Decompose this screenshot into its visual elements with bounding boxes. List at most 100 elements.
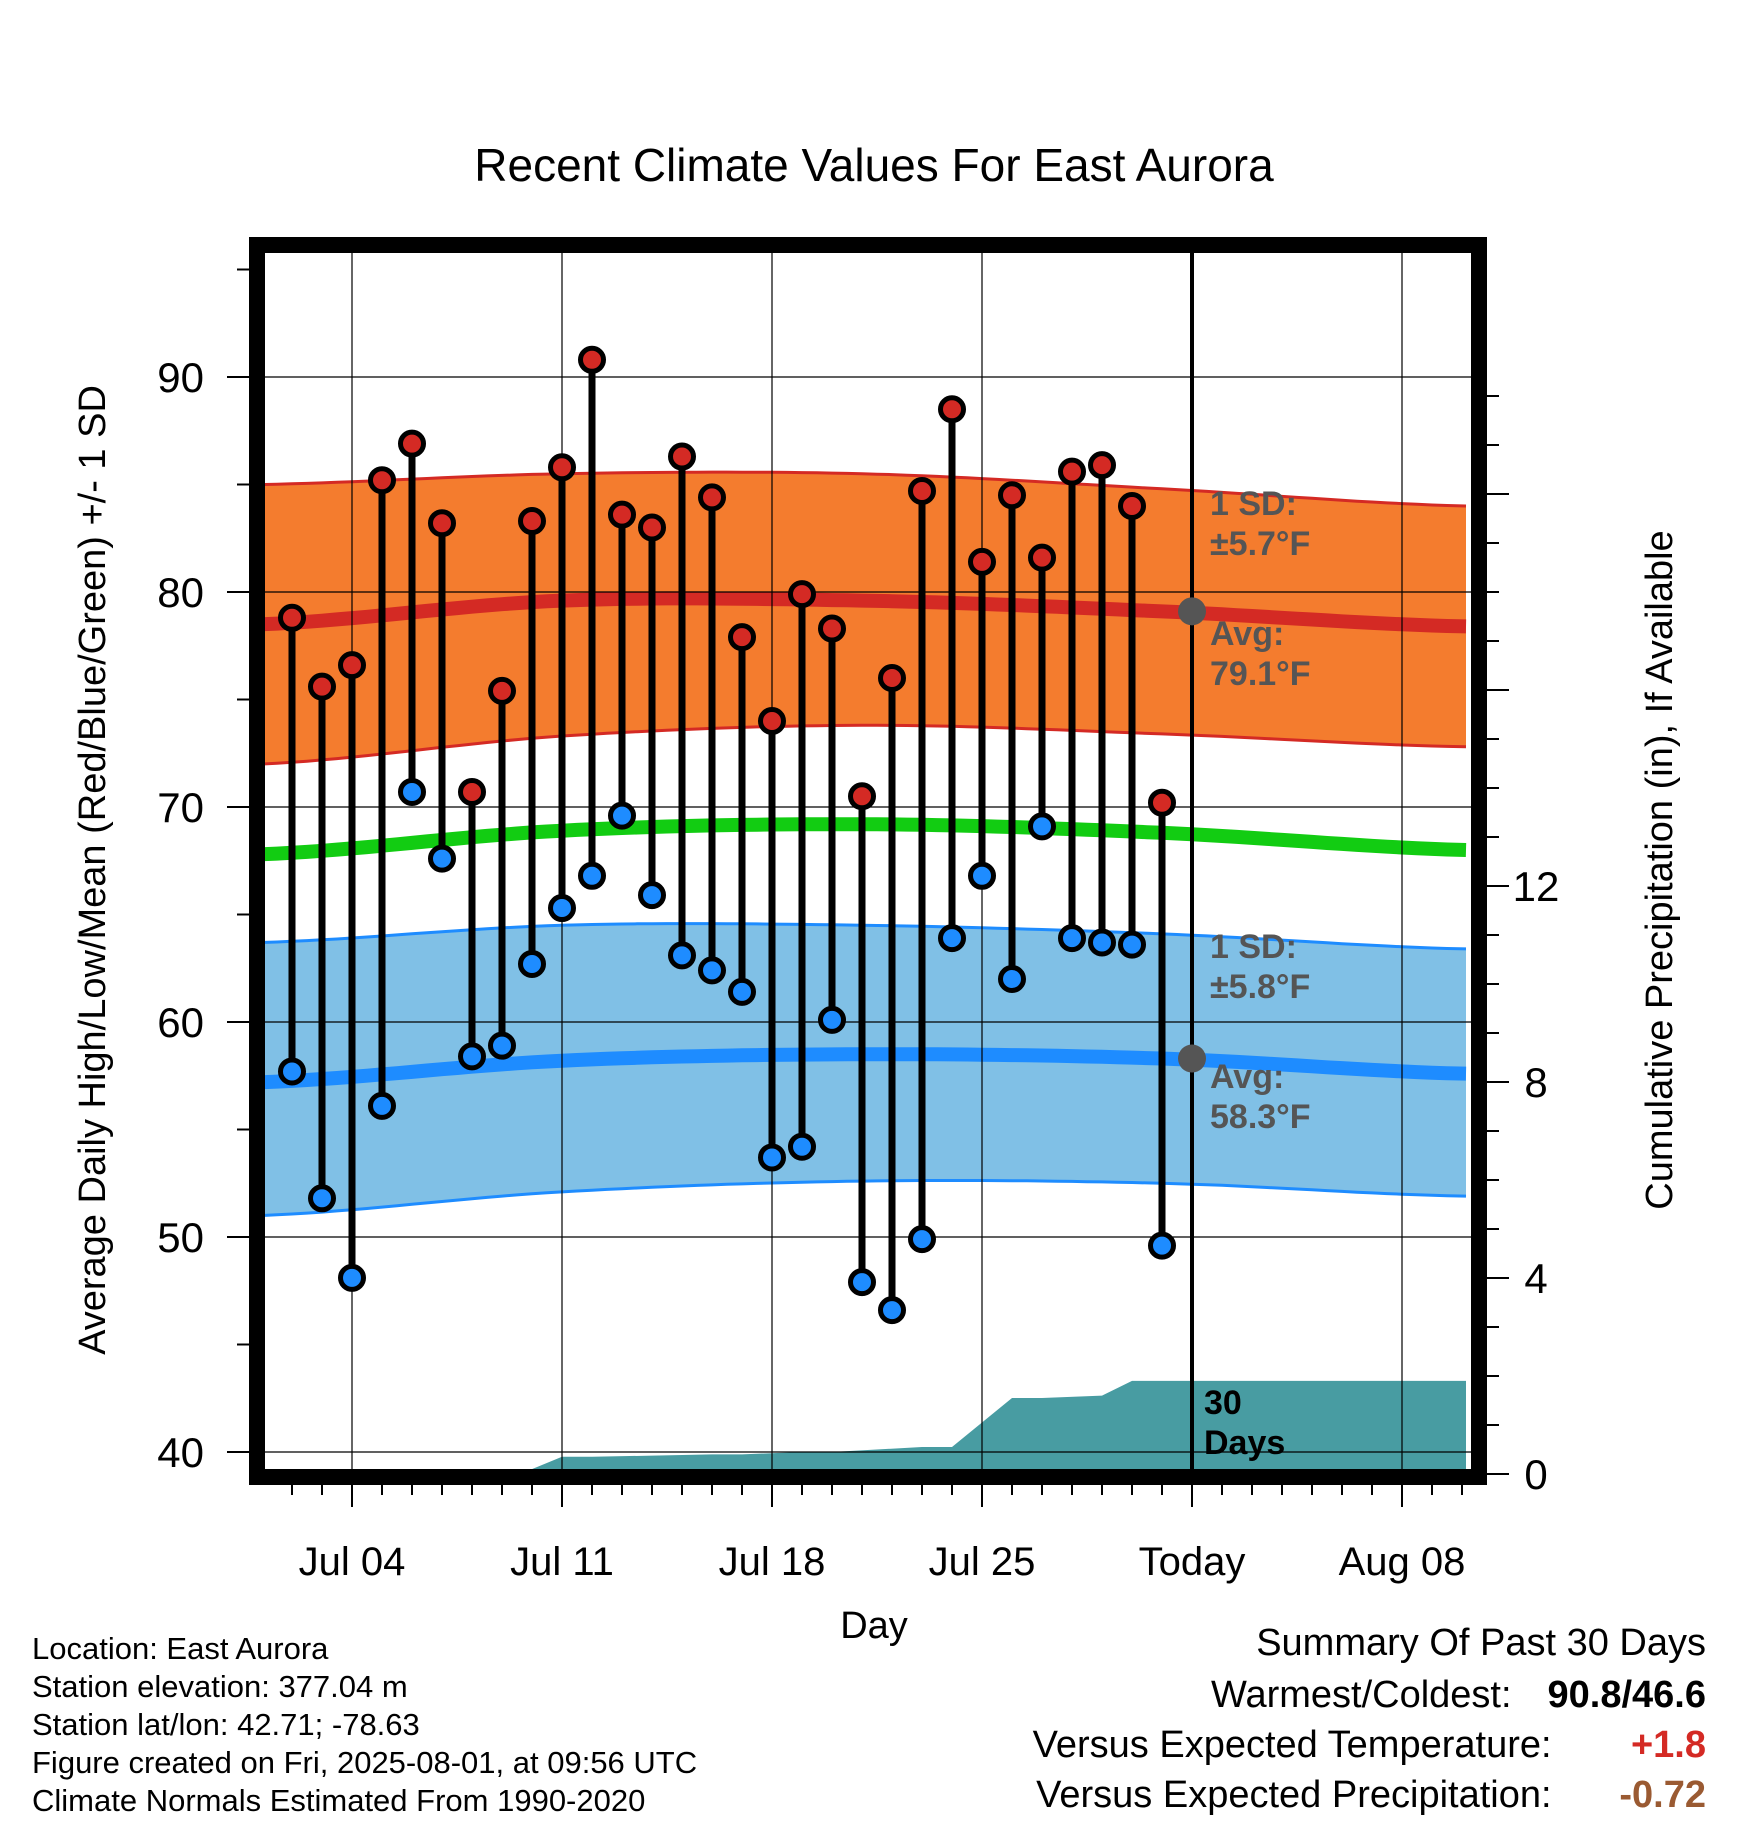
precip-vs-expected-value: -0.72 xyxy=(1619,1774,1706,1816)
daily-low-point xyxy=(638,881,666,910)
station-elevation: Station elevation: 377.04 m xyxy=(32,1669,408,1704)
daily-high-point xyxy=(398,429,426,458)
daily-low-point xyxy=(698,956,726,985)
daily-high-point xyxy=(728,623,756,652)
daily-low-point xyxy=(1028,812,1056,841)
daily-high-point xyxy=(1088,451,1116,480)
daily-low-point xyxy=(758,1143,786,1172)
figure-created: Figure created on Fri, 2025-08-01, at 09… xyxy=(32,1745,698,1780)
x-tick-label: Jul 18 xyxy=(719,1540,826,1584)
x-axis-label: Day xyxy=(840,1605,908,1647)
daily-low-point xyxy=(848,1268,876,1297)
daily-high-point xyxy=(578,345,606,374)
daily-high-point xyxy=(1058,457,1086,486)
daily-low-point xyxy=(428,844,456,873)
daily-low-point xyxy=(548,894,576,923)
daily-high-point xyxy=(848,782,876,811)
daily-low-point xyxy=(308,1184,336,1213)
daily-low-point xyxy=(1118,930,1146,959)
daily-low-point xyxy=(788,1132,816,1161)
daily-high-point xyxy=(608,500,636,529)
daily-low-point xyxy=(1058,924,1086,953)
high-avg-label: Avg: xyxy=(1210,615,1284,653)
daily-low-point xyxy=(608,801,636,830)
y-axis-label: Average Daily High/Low/Mean (Red/Blue/Gr… xyxy=(72,385,114,1355)
daily-high-point xyxy=(638,513,666,542)
daily-high-point xyxy=(488,676,516,705)
daily-low-point xyxy=(278,1057,306,1086)
days-count-word: Days xyxy=(1204,1424,1285,1462)
daily-low-point xyxy=(968,861,996,890)
daily-low-point xyxy=(908,1225,936,1254)
plot-frame xyxy=(249,237,1487,1485)
summary-title: Summary Of Past 30 Days xyxy=(1256,1622,1706,1665)
daily-low-point xyxy=(518,949,546,978)
low-avg-label: Avg: xyxy=(1210,1058,1284,1096)
high-sd-band-lower-edge xyxy=(265,723,1467,766)
daily-high-point xyxy=(998,481,1026,510)
y-tick-label: 90 xyxy=(157,354,204,401)
y-tick-label: 70 xyxy=(157,784,204,831)
low-sd-value: ±5.8°F xyxy=(1210,968,1310,1006)
temp-vs-expected-label: Versus Expected Temperature: xyxy=(1032,1724,1552,1766)
daily-low-point xyxy=(1088,928,1116,957)
today-avg-high-marker xyxy=(1178,597,1206,626)
daily-low-point xyxy=(338,1263,366,1292)
summary-title-text: Summary Of Past 30 Days xyxy=(1256,1622,1706,1664)
daily-high-point xyxy=(788,580,816,609)
daily-high-point xyxy=(548,453,576,482)
chart-title: Recent Climate Values For East Aurora xyxy=(474,139,1274,191)
daily-high-point xyxy=(878,664,906,692)
y2-tick-label: 4 xyxy=(1524,1255,1547,1302)
x-tick-label: Jul 04 xyxy=(299,1540,406,1584)
high-sd-value: ±5.7°F xyxy=(1210,525,1310,563)
y-tick-label: 50 xyxy=(157,1214,204,1261)
daily-high-point xyxy=(1028,543,1056,572)
daily-high-point xyxy=(908,476,936,505)
daily-low-point xyxy=(368,1091,396,1120)
low-avg-value: 58.3°F xyxy=(1210,1098,1311,1136)
x-tick-label: Jul 11 xyxy=(510,1540,614,1584)
daily-low-point xyxy=(998,965,1026,993)
daily-low-point xyxy=(458,1042,486,1071)
daily-high-point xyxy=(1118,492,1146,520)
daily-high-point xyxy=(308,672,336,701)
temp-vs-expected-value: +1.8 xyxy=(1630,1724,1706,1766)
daily-high-point xyxy=(668,442,696,471)
x-tick-label: Today xyxy=(1139,1540,1246,1584)
daily-high-point xyxy=(338,651,366,680)
y2-tick-label: 8 xyxy=(1524,1059,1547,1106)
climate-normals-note: Climate Normals Estimated From 1990-2020 xyxy=(32,1783,646,1818)
warm-cold-value: 90.8/46.6 xyxy=(1547,1674,1706,1716)
daily-low-point xyxy=(488,1031,516,1060)
daily-high-point xyxy=(278,603,306,632)
precip-vs-expected-label: Versus Expected Precipitation: xyxy=(1036,1774,1552,1816)
x-tick-label: Jul 25 xyxy=(929,1540,1036,1584)
daily-low-point xyxy=(818,1005,846,1034)
daily-high-point xyxy=(758,707,786,735)
low-sd-label: 1 SD: xyxy=(1210,928,1297,966)
avg-high-line xyxy=(265,591,1467,634)
summary-precipitation: Versus Expected Precipitation: -0.72 xyxy=(1036,1774,1706,1817)
daily-low-point xyxy=(398,777,426,806)
cumulative-precip-area xyxy=(532,1380,1466,1469)
y-tick-label: 80 xyxy=(157,569,204,616)
y-tick-label: 60 xyxy=(157,999,204,1046)
high-avg-value: 79.1°F xyxy=(1210,655,1311,693)
high-sd-band-upper-edge xyxy=(265,470,1467,508)
daily-high-point xyxy=(428,509,456,538)
daily-high-point xyxy=(458,777,486,806)
daily-high-point xyxy=(368,466,396,495)
y2-axis-label: Cumulative Precipitation (in), If Availa… xyxy=(1639,530,1681,1209)
daily-high-point xyxy=(818,614,846,643)
x-tick-label: Aug 08 xyxy=(1339,1540,1466,1584)
daily-high-point xyxy=(1148,788,1176,817)
y2-tick-label: 0 xyxy=(1524,1451,1547,1498)
daily-high-point xyxy=(938,395,966,424)
today-avg-low-marker xyxy=(1178,1044,1206,1073)
daily-high-point xyxy=(518,507,546,536)
daily-low-point xyxy=(1148,1231,1176,1260)
station-location: Location: East Aurora xyxy=(32,1631,329,1666)
daily-high-point xyxy=(698,483,726,512)
